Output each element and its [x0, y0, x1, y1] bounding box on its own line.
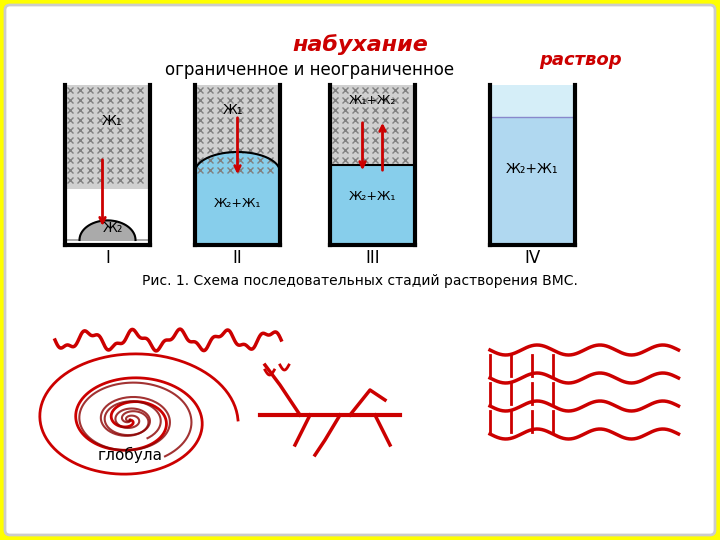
Text: раствор: раствор	[539, 51, 621, 69]
Text: III: III	[365, 249, 380, 267]
Text: IV: IV	[524, 249, 541, 267]
Text: Ж₂+Ж₁: Ж₂+Ж₁	[214, 197, 261, 210]
Text: Ж₂+Ж₁: Ж₂+Ж₁	[348, 190, 396, 203]
Text: Ж₂: Ж₂	[102, 221, 122, 235]
Text: Рис. 1. Схема последовательных стадий растворения ВМС.: Рис. 1. Схема последовательных стадий ра…	[142, 274, 578, 288]
Polygon shape	[195, 152, 280, 172]
Bar	[490, 117, 575, 245]
FancyBboxPatch shape	[5, 5, 715, 535]
Bar	[65, 85, 150, 189]
Bar	[195, 172, 280, 245]
Text: Ж₁: Ж₁	[223, 103, 243, 117]
Bar	[490, 85, 575, 117]
Bar	[330, 85, 415, 165]
Text: глобула: глобула	[97, 447, 163, 463]
Text: I: I	[105, 249, 110, 267]
Text: Ж₁+Ж₂: Ж₁+Ж₂	[348, 94, 396, 107]
Polygon shape	[65, 220, 150, 240]
Text: ограниченное и неограниченное: ограниченное и неограниченное	[166, 61, 454, 79]
Text: Ж₁: Ж₁	[102, 114, 122, 128]
Text: II: II	[233, 249, 243, 267]
Text: набухание: набухание	[292, 35, 428, 56]
Bar	[330, 165, 415, 245]
Text: Ж₂+Ж₁: Ж₂+Ж₁	[506, 162, 559, 176]
Bar	[195, 85, 280, 172]
